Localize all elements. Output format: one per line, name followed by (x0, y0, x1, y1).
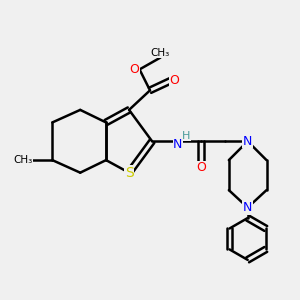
Text: H: H (182, 131, 190, 141)
Text: N: N (243, 201, 252, 214)
Text: N: N (243, 135, 252, 148)
Text: S: S (125, 166, 134, 180)
Text: CH₃: CH₃ (14, 155, 33, 165)
Text: N: N (173, 138, 183, 151)
Text: CH₃: CH₃ (151, 48, 170, 58)
Text: O: O (196, 161, 206, 174)
Text: O: O (129, 63, 139, 76)
Text: O: O (169, 74, 179, 87)
